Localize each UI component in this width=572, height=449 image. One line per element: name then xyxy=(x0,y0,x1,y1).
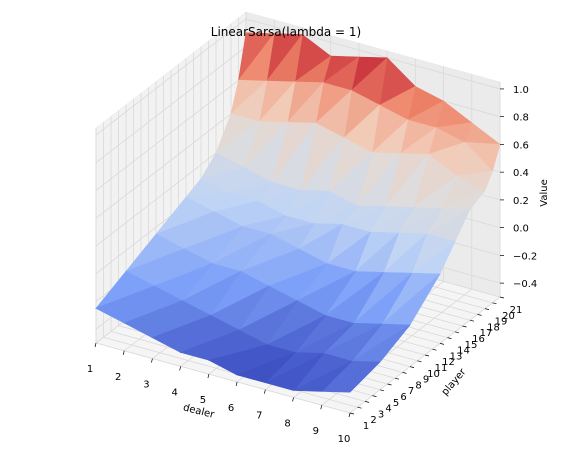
dealer-axis-ticks: 1 2 3 4 5 6 7 8 9 10 xyxy=(87,342,351,445)
y-tick-label: 10 xyxy=(427,369,440,380)
floor-grid-line xyxy=(103,336,358,408)
y-tick-label: 20 xyxy=(502,311,515,322)
z-tick-label: 0.8 xyxy=(513,113,529,124)
z-tick-label: 0.4 xyxy=(513,168,529,179)
y-tick-mark xyxy=(447,337,452,339)
z-tick-label: 1.0 xyxy=(513,85,529,96)
y-tick-label: 4 xyxy=(385,404,391,415)
value-axis-ticks: 1.0 0.8 0.6 0.4 0.2 0.0 −0.2 −0.4 xyxy=(500,85,537,290)
x-tick-mark xyxy=(292,397,294,402)
y-tick-label: 12 xyxy=(442,357,455,368)
y-tick-label: 3 xyxy=(378,409,384,420)
y-tick-label: 13 xyxy=(450,351,463,362)
x-tick-label: 9 xyxy=(313,426,319,437)
y-tick-mark xyxy=(424,354,430,357)
side-grid-line xyxy=(95,74,247,191)
chart-title: LinearSarsa(lambda = 1) xyxy=(211,25,361,39)
x-tick-mark xyxy=(179,366,182,371)
x-tick-label: 5 xyxy=(200,395,206,406)
y-tick-mark xyxy=(409,366,415,368)
x-tick-label: 3 xyxy=(143,380,149,391)
surface-facet xyxy=(95,285,156,324)
y-tick-mark xyxy=(379,389,385,392)
x-tick-mark xyxy=(263,389,266,394)
x-tick-mark xyxy=(235,381,238,386)
y-tick-label: 9 xyxy=(423,375,429,386)
y-tick-label: 6 xyxy=(400,392,406,403)
x-tick-label: 7 xyxy=(256,411,262,422)
surface-facet xyxy=(208,344,269,376)
y-tick-label: 19 xyxy=(495,317,508,328)
y-tick-label: 21 xyxy=(510,305,523,316)
x-tick-mark xyxy=(122,350,125,355)
z-tick-label: 0.0 xyxy=(513,224,529,235)
back-grid-line xyxy=(245,18,501,90)
y-tick-mark xyxy=(357,406,362,409)
y-tick-mark xyxy=(499,296,505,299)
surface-facet xyxy=(179,329,240,361)
z-axis-label: Value xyxy=(539,179,550,206)
y-tick-label: 14 xyxy=(457,346,470,357)
y-tick-mark xyxy=(387,383,392,386)
y-tick-mark xyxy=(477,314,482,316)
y-tick-label: 1 xyxy=(363,421,369,432)
z-tick-label: 0.2 xyxy=(513,196,529,207)
y-tick-label: 2 xyxy=(370,415,376,426)
z-tick-label: −0.4 xyxy=(513,279,537,290)
x-tick-label: 8 xyxy=(284,418,290,429)
y-tick-label: 17 xyxy=(480,328,493,339)
y-tick-mark xyxy=(432,348,437,351)
x-tick-mark xyxy=(151,358,153,363)
y-tick-mark xyxy=(484,308,490,310)
y-tick-mark xyxy=(454,331,460,334)
z-tick-label: 0.6 xyxy=(513,140,529,151)
side-grid-line xyxy=(95,18,247,136)
side-grid-line xyxy=(95,101,247,219)
surface-facet xyxy=(123,300,184,339)
x-tick-label: 10 xyxy=(338,434,351,445)
y-tick-mark xyxy=(462,325,467,328)
surface-facet xyxy=(264,353,324,391)
x-tick-mark xyxy=(348,412,351,418)
floor-grid-line xyxy=(95,342,351,414)
surface-facet xyxy=(321,361,381,393)
y-tick-label: 16 xyxy=(472,334,485,345)
y-tick-mark xyxy=(492,302,497,305)
surface-facet xyxy=(151,314,212,353)
surface-facet xyxy=(236,352,296,384)
y-tick-label: 5 xyxy=(393,398,399,409)
y-tick-label: 7 xyxy=(408,386,414,397)
x-tick-mark xyxy=(207,374,210,379)
y-tick-mark xyxy=(364,401,370,403)
surface-mesh xyxy=(95,32,501,393)
x-tick-label: 6 xyxy=(228,403,234,414)
y-tick-mark xyxy=(439,343,445,345)
y-tick-mark xyxy=(349,412,355,415)
y-tick-mark xyxy=(372,395,377,397)
y-tick-mark xyxy=(402,372,407,374)
x-tick-label: 2 xyxy=(115,372,121,383)
x-tick-mark xyxy=(94,342,97,348)
x-tick-mark xyxy=(320,405,323,410)
x-tick-label: 1 xyxy=(87,364,93,375)
x-tick-label: 4 xyxy=(172,387,178,398)
x-axis-label: dealer xyxy=(182,402,216,421)
y-tick-label: 18 xyxy=(487,322,500,333)
y-tick-label: 8 xyxy=(415,380,421,391)
y-tick-label: 11 xyxy=(435,363,448,374)
z-tick-label: −0.2 xyxy=(513,251,537,262)
surface-facet xyxy=(293,360,353,392)
side-grid-line xyxy=(95,46,247,163)
y-tick-label: 15 xyxy=(465,340,478,351)
y-tick-mark xyxy=(394,377,400,380)
y-tick-mark xyxy=(469,319,475,322)
y-tick-mark xyxy=(417,360,422,363)
